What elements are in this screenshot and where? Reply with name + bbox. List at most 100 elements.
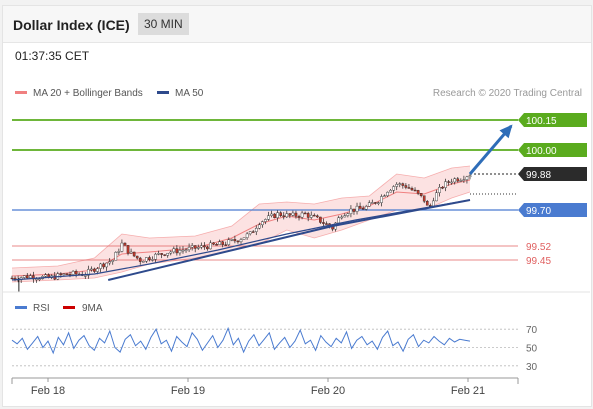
candle-body (13, 277, 17, 280)
candle-body (209, 242, 212, 250)
candle-body (407, 187, 411, 189)
timeframe-badge[interactable]: 30 MIN (138, 13, 189, 35)
candle-body (395, 184, 399, 187)
candle-body (273, 213, 276, 219)
candle-body (90, 268, 93, 271)
candle-body (227, 239, 231, 245)
candle-body (367, 202, 371, 207)
candle-body (108, 261, 112, 264)
candle-body (358, 205, 362, 209)
candle-body (44, 274, 47, 277)
x-tick-label: Feb 21 (451, 385, 485, 397)
candle-body (62, 273, 66, 275)
legend-swatch-ma50 (157, 91, 169, 94)
candle-body (224, 244, 228, 246)
candle-body (261, 221, 264, 226)
candle-body (322, 222, 325, 224)
candle-body (380, 196, 383, 203)
candle-body (294, 212, 298, 217)
candle-body (251, 231, 255, 233)
candle-body (297, 216, 301, 218)
candle-body (377, 202, 380, 204)
legend-ma20-bb: MA 20 + Bollinger Bands (33, 88, 143, 99)
candle-body (343, 215, 347, 218)
x-tick-label: Feb 19 (171, 385, 205, 397)
candles-group (10, 172, 472, 283)
candle-body (169, 251, 173, 254)
candle-body (74, 271, 78, 275)
candle-body (65, 273, 69, 275)
candle-body (154, 253, 157, 260)
level-label-100.00: 100.00 (526, 146, 557, 157)
chart-panel: Dollar Index (ICE) 30 MIN 01:37:35 CET (2, 5, 592, 407)
level-label-99.52: 99.52 (526, 242, 551, 253)
candle-body (93, 268, 96, 272)
rsi-line (11, 326, 471, 355)
candle-body (422, 195, 426, 202)
candle-body (29, 275, 32, 279)
candle-body (282, 215, 286, 218)
candle-body (22, 275, 26, 278)
candle-body (163, 254, 166, 256)
level-label-99.45: 99.45 (526, 256, 551, 267)
candle-body (468, 175, 472, 178)
candle-body (96, 268, 99, 272)
candle-body (429, 205, 432, 207)
candle-body (138, 257, 142, 262)
candle-body (456, 178, 460, 182)
candle-body (291, 212, 295, 216)
candle-body (35, 278, 38, 281)
legend-9ma: 9MA (82, 303, 103, 314)
candle-body (102, 263, 105, 268)
legend-swatch-9ma (63, 306, 75, 309)
candle-body (374, 202, 377, 204)
candle-body (157, 253, 160, 255)
x-tick-label: Feb 18 (31, 385, 65, 397)
candle-body (425, 201, 429, 206)
level-tag-100.15 (518, 113, 587, 127)
candle-body (120, 242, 124, 252)
candle-body (114, 252, 118, 261)
bollinger-band-fill (12, 166, 470, 282)
candle-body (132, 251, 136, 257)
candle-body (288, 213, 292, 216)
candle-body (361, 208, 365, 210)
candle-body (221, 241, 224, 245)
candle-body (404, 185, 408, 188)
candle-body (254, 228, 258, 232)
candle-body (319, 216, 322, 223)
candle-body (212, 242, 215, 245)
candle-body (25, 275, 29, 279)
candle-body (306, 213, 310, 218)
level-tag-100.00 (518, 143, 587, 157)
candle-body (276, 212, 279, 219)
timestamp: 01:37:35 CET (15, 49, 90, 63)
candle-body (438, 187, 441, 193)
level-label-99.88: 99.88 (526, 170, 551, 181)
candle-body (441, 187, 444, 189)
level-tag-99.70 (518, 203, 587, 217)
legend-rsi: RSI (33, 303, 50, 314)
credit-text: Research © 2020 Trading Central (433, 88, 582, 99)
candle-body (10, 277, 14, 280)
candle-body (87, 269, 90, 276)
candle-body (419, 193, 423, 196)
candle-body (300, 212, 304, 218)
candle-body (184, 249, 188, 252)
candle-body (111, 259, 115, 262)
candle-body (462, 179, 466, 181)
candle-body (196, 247, 200, 249)
candle-body (190, 245, 194, 248)
instrument-title: Dollar Index (ICE) (13, 17, 130, 33)
rsi-tick-50: 50 (526, 344, 538, 355)
trend-line (107, 199, 471, 281)
candle-body (450, 181, 453, 184)
rsi-tick-70: 70 (526, 325, 538, 336)
level-label-100.15: 100.15 (526, 116, 557, 127)
candle-body (285, 213, 289, 218)
candle-body (352, 208, 356, 212)
candle-body (215, 244, 218, 246)
candle-body (117, 251, 121, 253)
candle-body (200, 245, 203, 248)
candle-body (175, 248, 179, 254)
